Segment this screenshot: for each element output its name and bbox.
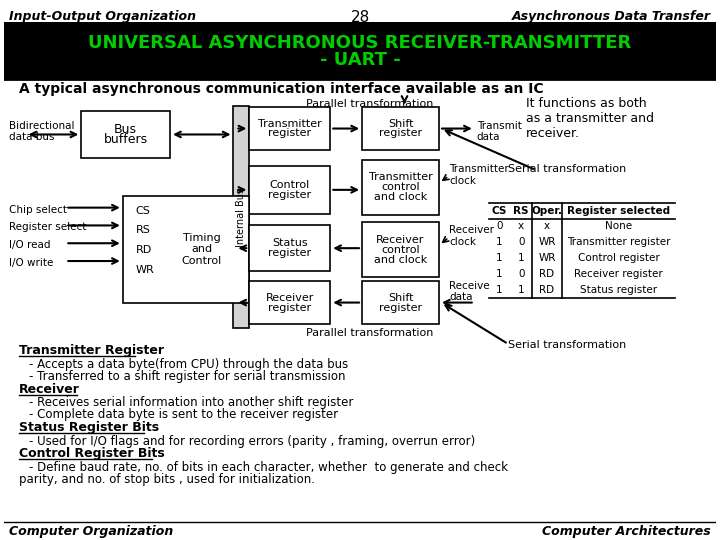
Text: Status register: Status register [580, 285, 657, 295]
Text: register: register [269, 190, 311, 200]
Text: Asynchronous Data Transfer: Asynchronous Data Transfer [512, 10, 711, 23]
Text: Transmitter
clock: Transmitter clock [449, 164, 509, 186]
Text: Register select: Register select [9, 222, 86, 233]
Text: Oper.: Oper. [531, 206, 562, 215]
Text: Transmitter register: Transmitter register [567, 237, 670, 247]
Text: Transmitter: Transmitter [369, 172, 433, 183]
Bar [4, 22, 716, 79]
Bar [249, 225, 330, 271]
Text: WR: WR [538, 237, 556, 247]
Text: - Complete data byte is sent to the receiver register: - Complete data byte is sent to the rece… [29, 408, 338, 421]
Bar [362, 160, 439, 214]
Text: Receiver
clock: Receiver clock [449, 225, 494, 247]
Text: - UART -: - UART - [320, 51, 400, 70]
Text: Control: Control [270, 180, 310, 190]
Text: 1: 1 [496, 269, 503, 279]
Text: 0: 0 [518, 269, 524, 279]
Bar [249, 107, 330, 150]
Text: register: register [269, 302, 311, 313]
Text: parity, and no. of stop bits , used for initialization.: parity, and no. of stop bits , used for … [19, 472, 315, 485]
Text: I/O read: I/O read [9, 240, 50, 250]
Bar [362, 281, 439, 325]
Text: 1: 1 [496, 285, 503, 295]
Text: None: None [605, 221, 632, 232]
Bar [122, 196, 249, 302]
Text: CS: CS [492, 206, 507, 215]
Text: x: x [544, 221, 550, 232]
Bar [362, 107, 439, 150]
Text: UNIVERSAL ASYNCHRONOUS RECEIVER-TRANSMITTER: UNIVERSAL ASYNCHRONOUS RECEIVER-TRANSMIT… [89, 33, 631, 52]
Text: Internal Bus: Internal Bus [236, 188, 246, 247]
Text: Status Register Bits: Status Register Bits [19, 421, 159, 434]
Text: Receiver: Receiver [377, 235, 425, 245]
Text: A typical asynchronous communication interface available as an IC: A typical asynchronous communication int… [19, 82, 544, 96]
Text: Transmit
data: Transmit data [477, 120, 521, 142]
Text: Chip select: Chip select [9, 205, 67, 215]
Text: Receive
data: Receive data [449, 281, 490, 302]
Text: I/O write: I/O write [9, 258, 53, 268]
Text: 1: 1 [496, 237, 503, 247]
Text: Register selected: Register selected [567, 206, 670, 215]
Text: CS: CS [135, 206, 150, 215]
Text: Bus: Bus [114, 123, 138, 136]
Text: 1: 1 [518, 285, 524, 295]
Text: x: x [518, 221, 524, 232]
Text: Control register: Control register [577, 253, 660, 263]
Bar [249, 281, 330, 325]
Text: Timing
and
Control: Timing and Control [181, 233, 222, 266]
Text: Parallel transformation: Parallel transformation [306, 99, 433, 109]
Text: - Used for I/O flags and for recording errors (parity , framing, overrun error): - Used for I/O flags and for recording e… [29, 435, 475, 448]
Text: 1: 1 [496, 253, 503, 263]
Text: and clock: and clock [374, 254, 427, 265]
Text: Receiver: Receiver [266, 293, 314, 302]
Text: register: register [379, 302, 422, 313]
Text: Serial transformation: Serial transformation [508, 340, 626, 350]
Text: Computer Organization: Computer Organization [9, 525, 174, 538]
Text: and clock: and clock [374, 192, 427, 202]
Text: Receiver register: Receiver register [574, 269, 663, 279]
Text: Bidirectional
data bus: Bidirectional data bus [9, 120, 74, 142]
Text: 1: 1 [518, 253, 524, 263]
Text: Computer Architectures: Computer Architectures [542, 525, 711, 538]
Text: Serial transformation: Serial transformation [508, 164, 626, 174]
Text: register: register [269, 129, 311, 138]
Text: register: register [379, 129, 422, 138]
Bar [362, 222, 439, 277]
Text: buffers: buffers [104, 133, 148, 146]
Text: 0: 0 [518, 237, 524, 247]
Text: Transmitter Register: Transmitter Register [19, 344, 164, 357]
Text: - Transferred to a shift register for serial transmission: - Transferred to a shift register for se… [29, 370, 346, 383]
Text: Receiver: Receiver [19, 383, 80, 396]
Text: RD: RD [539, 269, 554, 279]
Bar [249, 166, 330, 214]
Text: RD: RD [135, 245, 152, 255]
Text: control: control [381, 183, 420, 192]
Text: 0: 0 [496, 221, 503, 232]
Text: Status: Status [272, 238, 307, 248]
Text: register: register [269, 248, 311, 258]
Text: control: control [381, 245, 420, 255]
Text: Parallel transformation: Parallel transformation [306, 328, 433, 338]
Text: WR: WR [135, 265, 154, 275]
Text: - Receives serial information into another shift register: - Receives serial information into anoth… [29, 396, 353, 409]
Text: Input-Output Organization: Input-Output Organization [9, 10, 196, 23]
Text: Control Register Bits: Control Register Bits [19, 447, 165, 460]
Text: RS: RS [135, 225, 150, 235]
Text: RD: RD [539, 285, 554, 295]
Text: Shift: Shift [388, 293, 413, 302]
Text: 28: 28 [351, 10, 369, 25]
Text: RS: RS [513, 206, 529, 215]
Text: - Define baud rate, no. of bits in each character, whether  to generate and chec: - Define baud rate, no. of bits in each … [29, 461, 508, 474]
Bar [233, 106, 249, 328]
Text: - Accepts a data byte(from CPU) through the data bus: - Accepts a data byte(from CPU) through … [29, 358, 348, 371]
Bar [81, 111, 170, 158]
Text: WR: WR [538, 253, 556, 263]
Text: It functions as both
as a transmitter and
receiver.: It functions as both as a transmitter an… [526, 97, 654, 140]
Text: Shift: Shift [388, 119, 413, 129]
Text: Transmitter: Transmitter [258, 119, 322, 129]
